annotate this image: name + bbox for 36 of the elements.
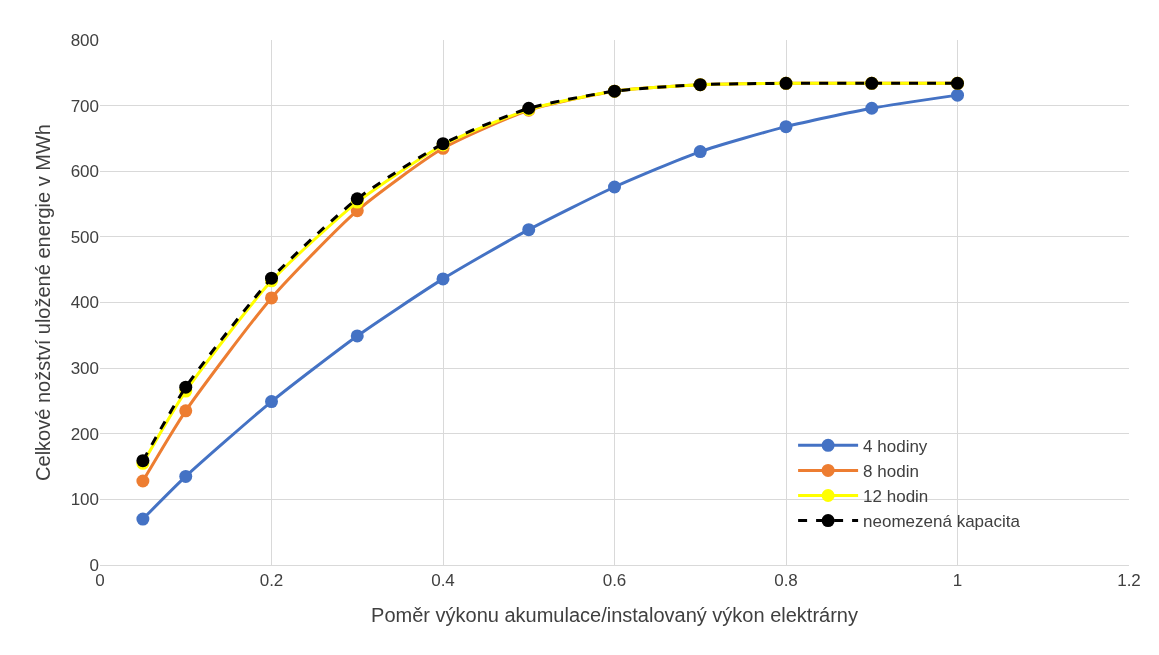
point (436, 272, 450, 286)
y-tick-label: 800 (70, 30, 99, 50)
point (265, 395, 278, 409)
point (136, 512, 150, 526)
point (693, 145, 707, 159)
y-tick-label: 400 (70, 293, 99, 313)
y-tick-label: 500 (70, 227, 99, 247)
x-tick-label: 0.4 (431, 571, 455, 591)
point (608, 180, 621, 194)
point (179, 469, 193, 483)
legend-label: 8 hodin (863, 462, 919, 482)
x-axis-title: Poměr výkonu akumulace/instalovaný výkon elektrárny (371, 603, 858, 626)
y-tick-label: 600 (70, 162, 99, 182)
legend-label: 12 hodin (863, 487, 929, 507)
legend-label: neomezená kapacita (863, 512, 1021, 532)
y-tick-label: 100 (70, 490, 99, 510)
y-tick-label: 200 (70, 424, 99, 444)
x-tick-label: 0.6 (602, 571, 627, 591)
y-tick-label: 300 (70, 359, 99, 379)
x-tick-label: 0.8 (774, 571, 798, 591)
point (350, 329, 364, 343)
point (179, 404, 193, 418)
x-tick-label: 1 (952, 571, 963, 591)
x-tick-label: 1.2 (1117, 571, 1141, 591)
point (779, 120, 793, 134)
point (179, 380, 193, 394)
y-tick-label: 700 (70, 96, 99, 116)
point (265, 291, 278, 305)
point (522, 223, 536, 237)
point (865, 101, 879, 115)
point (136, 474, 150, 488)
point (951, 88, 964, 102)
x-tick-label: 0.2 (259, 571, 284, 591)
y-tick-label: 0 (89, 555, 99, 575)
y-axis-title: Celkové nožství uložené energie v MWh (32, 124, 55, 481)
legend-label: 4 hodiny (863, 436, 928, 456)
